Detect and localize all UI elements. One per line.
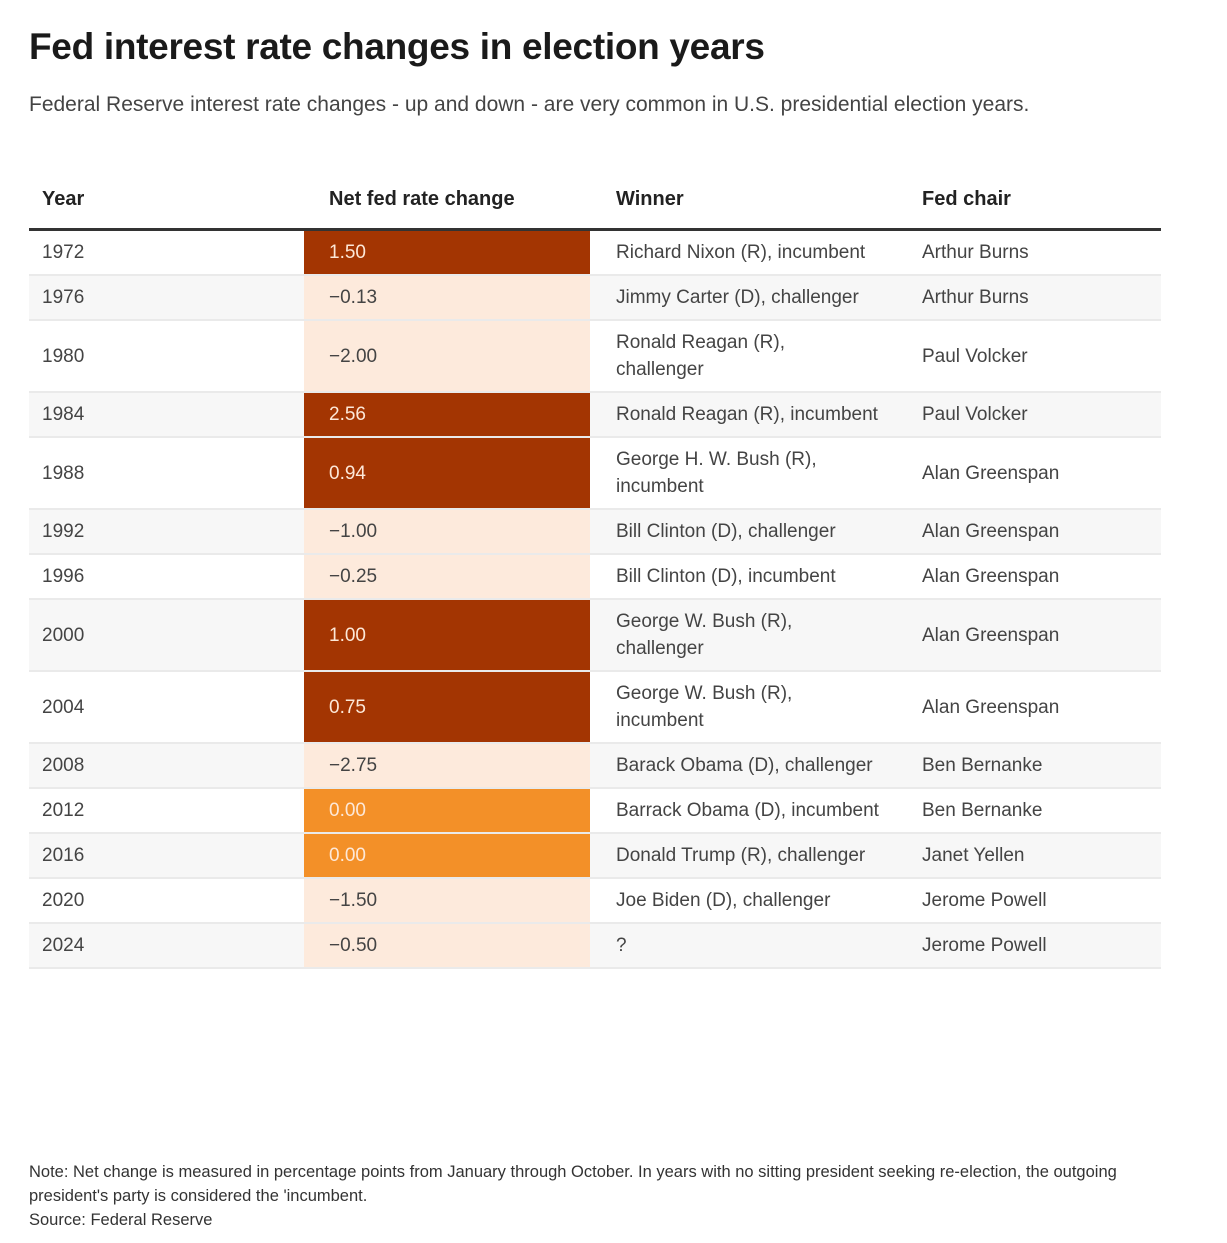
year-cell: 2012 [29, 788, 304, 834]
fed-chair-cell: Ben Bernanke [896, 788, 1161, 834]
winner-cell: Bill Clinton (D), incumbent [590, 554, 896, 600]
winner-cell: Jimmy Carter (D), challenger [590, 275, 896, 321]
fed-chair-cell: Jerome Powell [896, 878, 1161, 924]
fed-chair-cell: Arthur Burns [896, 275, 1161, 321]
table-row: 1984 2.56 Ronald Reagan (R), incumbent Paul… [29, 392, 1161, 438]
header-fed-chair: Fed chair [896, 170, 1161, 231]
winner-cell: Barrack Obama (D), incumbent [590, 788, 896, 834]
table-row: 2004 0.75 George W. Bush (R), incumbent Ala… [29, 671, 1161, 744]
note-text: Note: Net change is measured in percenta… [29, 1163, 1117, 1205]
fed-chair-cell: Alan Greenspan [896, 599, 1161, 672]
table-row: 1996 −0.25 Bill Clinton (D), incumbent Alan… [29, 554, 1161, 600]
year-cell: 2020 [29, 878, 304, 924]
table-row: 2008 −2.75 Barack Obama (D), challenger Ben… [29, 743, 1161, 789]
winner-cell: Richard Nixon (R), incumbent [590, 229, 896, 276]
year-cell: 2004 [29, 671, 304, 744]
table-row: 2016 0.00 Donald Trump (R), challenger Jane… [29, 833, 1161, 879]
year-cell: 2016 [29, 833, 304, 879]
rate-change-cell: −0.50 [304, 923, 590, 969]
fed-chair-cell: Paul Volcker [896, 320, 1161, 393]
rate-change-cell: −1.00 [304, 509, 590, 555]
year-cell: 1972 [29, 229, 304, 276]
table-row: 1980 −2.00 Ronald Reagan (R), challenger Pa… [29, 320, 1161, 393]
header-rate-change: Net fed rate change [304, 170, 590, 231]
rate-change-cell: 1.00 [304, 599, 590, 672]
rate-change-cell: −1.50 [304, 878, 590, 924]
fed-chair-cell: Alan Greenspan [896, 671, 1161, 744]
fed-chair-cell: Alan Greenspan [896, 554, 1161, 600]
winner-cell: ? [590, 923, 896, 969]
rate-change-cell: 2.56 [304, 392, 590, 438]
rate-change-cell: 0.94 [304, 437, 590, 510]
fed-chair-cell: Janet Yellen [896, 833, 1161, 879]
winner-cell: Barack Obama (D), challenger [590, 743, 896, 789]
year-cell: 2000 [29, 599, 304, 672]
header-row: Year Net fed rate change Winner Fed chai… [29, 170, 1161, 231]
winner-cell: George H. W. Bush (R), incumbent [590, 437, 896, 510]
table-row: 1972 1.50 Richard Nixon (R), incumbent Arth… [29, 229, 1161, 276]
chart-subtitle: Federal Reserve interest rate changes - … [29, 93, 1030, 116]
table-row: 1988 0.94 George H. W. Bush (R), incumbent… [29, 437, 1161, 510]
data-table: Year Net fed rate change Winner Fed chai… [29, 170, 1161, 969]
winner-cell: Ronald Reagan (R), challenger [590, 320, 896, 393]
rate-change-cell: −2.75 [304, 743, 590, 789]
year-cell: 1996 [29, 554, 304, 600]
year-cell: 1976 [29, 275, 304, 321]
winner-cell: Ronald Reagan (R), incumbent [590, 392, 896, 438]
table-row: 2020 −1.50 Joe Biden (D), challenger Jerome… [29, 878, 1161, 924]
year-cell: 1992 [29, 509, 304, 555]
table-row: 2024 −0.50? Jerome Powell [29, 923, 1161, 969]
fed-chair-cell: Alan Greenspan [896, 509, 1161, 555]
winner-cell: Donald Trump (R), challenger [590, 833, 896, 879]
table-row: 2000 1.00 George W. Bush (R), challenger Al… [29, 599, 1161, 672]
year-cell: 2008 [29, 743, 304, 789]
rate-change-cell: 0.00 [304, 788, 590, 834]
rate-change-cell: 1.50 [304, 229, 590, 276]
fed-chair-cell: Arthur Burns [896, 229, 1161, 276]
fed-chair-cell: Ben Bernanke [896, 743, 1161, 789]
winner-cell: George W. Bush (R), challenger [590, 599, 896, 672]
table-row: 2012 0.00 Barrack Obama (D), incumbent Ben … [29, 788, 1161, 834]
rate-change-cell: −2.00 [304, 320, 590, 393]
header-winner: Winner [590, 170, 896, 231]
winner-cell: Bill Clinton (D), challenger [590, 509, 896, 555]
fed-chair-cell: Jerome Powell [896, 923, 1161, 969]
footnote: Note: Net change is measured in percenta… [29, 1160, 1169, 1232]
table-row: 1992 −1.00 Bill Clinton (D), challenger Ala… [29, 509, 1161, 555]
header-year: Year [29, 170, 304, 231]
winner-cell: George W. Bush (R), incumbent [590, 671, 896, 744]
year-cell: 2024 [29, 923, 304, 969]
rate-change-cell: −0.13 [304, 275, 590, 321]
rate-change-cell: 0.00 [304, 833, 590, 879]
year-cell: 1988 [29, 437, 304, 510]
rate-change-cell: −0.25 [304, 554, 590, 600]
fed-chair-cell: Alan Greenspan [896, 437, 1161, 510]
chart-title: Fed interest rate changes in election ye… [29, 26, 765, 67]
fed-chair-cell: Paul Volcker [896, 392, 1161, 438]
source-text: Source: Federal Reserve [29, 1211, 213, 1229]
year-cell: 1984 [29, 392, 304, 438]
table-row: 1976 −0.13 Jimmy Carter (D), challenger Art… [29, 275, 1161, 321]
rate-change-cell: 0.75 [304, 671, 590, 744]
winner-cell: Joe Biden (D), challenger [590, 878, 896, 924]
year-cell: 1980 [29, 320, 304, 393]
